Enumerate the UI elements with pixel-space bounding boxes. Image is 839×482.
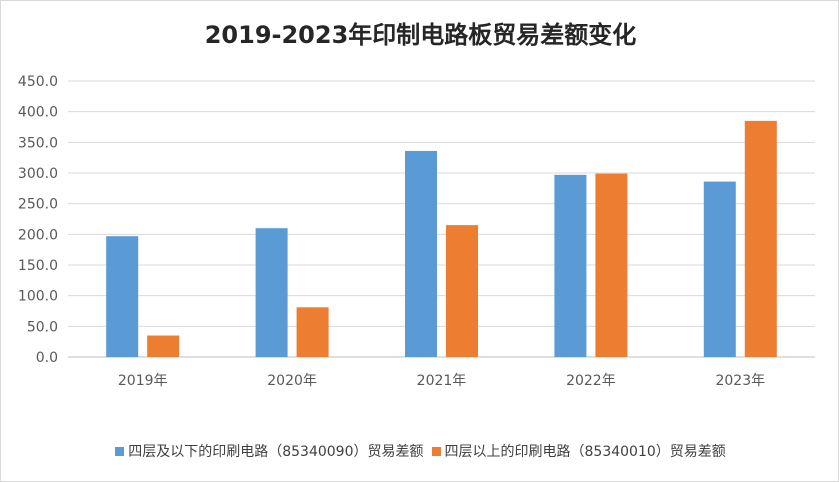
y-tick-label: 100.0 — [18, 289, 58, 305]
y-tick-label: 0.0 — [36, 350, 58, 366]
legend-label-series-2: 四层以上的印刷电路（85340010）贸易差额 — [444, 444, 726, 460]
legend-swatch-series-2 — [431, 446, 441, 456]
y-tick-label: 400.0 — [18, 105, 58, 121]
legend: 四层及以下的印刷电路（85340090）贸易差额 四层以上的印刷电路（85340… — [1, 441, 839, 461]
bar-series-1-2 — [255, 228, 288, 357]
bar-series-2-2 — [296, 307, 329, 357]
bar-series-2-4 — [595, 173, 628, 357]
y-tick-label: 50.0 — [27, 319, 58, 335]
legend-swatch-series-1 — [115, 446, 125, 456]
legend-item-series-2: 四层以上的印刷电路（85340010）贸易差额 — [431, 441, 726, 461]
bar-series-1-4 — [554, 174, 587, 357]
x-tick-label: 2021年 — [417, 373, 467, 389]
bar-series-1-3 — [405, 150, 437, 357]
y-tick-label: 350.0 — [18, 135, 58, 151]
legend-item-series-1: 四层及以下的印刷电路（85340090）贸易差额 — [115, 441, 424, 461]
bar-series-2-1 — [147, 335, 180, 357]
x-tick-label: 2022年 — [566, 373, 616, 389]
chart-title: 2019-2023年印制电路板贸易差额变化 — [204, 21, 637, 49]
bar-series-2-5 — [744, 120, 777, 357]
x-tick-label: 2019年 — [118, 373, 168, 389]
plot-area: 0.0 50.0 100.0 150.0 200.0 250.0 300.0 350.0 400… — [18, 74, 815, 389]
x-tick-label: 2020年 — [267, 373, 317, 389]
y-tick-label: 250.0 — [18, 197, 58, 213]
y-tick-label: 150.0 — [18, 258, 58, 274]
y-tick-label: 300.0 — [18, 166, 58, 182]
bar-series-2-3 — [446, 225, 478, 357]
y-tick-label: 450.0 — [18, 74, 58, 90]
bar-series-1-5 — [703, 181, 736, 357]
x-tick-label: 2023年 — [715, 373, 765, 389]
bar-series-1-1 — [106, 236, 139, 357]
legend-label-series-1: 四层及以下的印刷电路（85340090）贸易差额 — [128, 444, 424, 460]
y-tick-label: 200.0 — [18, 227, 58, 243]
